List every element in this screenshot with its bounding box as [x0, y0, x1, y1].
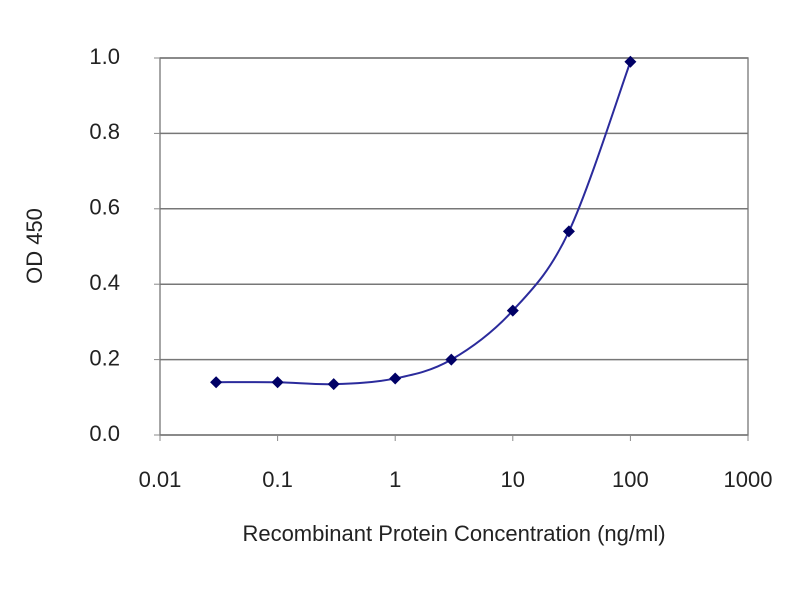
data-point: [624, 55, 637, 68]
data-point: [210, 376, 223, 389]
y-tick-label: 0.6: [89, 195, 120, 220]
y-tick-label: 0.8: [89, 119, 120, 144]
data-point: [562, 225, 575, 238]
x-tick-label: 1000: [724, 467, 773, 492]
data-point: [389, 372, 402, 385]
y-tick-label: 1.0: [89, 44, 120, 69]
plot-area: [159, 57, 749, 436]
y-tick-label: 0.2: [89, 345, 120, 370]
y-tick-label: 0.0: [89, 421, 120, 446]
x-tick-label: 100: [612, 467, 649, 492]
x-tick-label: 1: [389, 467, 401, 492]
x-tick-label: 0.01: [139, 467, 182, 492]
data-point: [445, 353, 458, 366]
y-axis-label: OD 450: [22, 208, 47, 284]
x-tick-label: 0.1: [262, 467, 293, 492]
data-point: [327, 378, 340, 391]
data-point: [506, 304, 519, 317]
x-tick-label: 10: [501, 467, 525, 492]
data-point: [271, 376, 284, 389]
x-axis-label: Recombinant Protein Concentration (ng/ml…: [242, 521, 665, 546]
y-tick-label: 0.4: [89, 270, 120, 295]
